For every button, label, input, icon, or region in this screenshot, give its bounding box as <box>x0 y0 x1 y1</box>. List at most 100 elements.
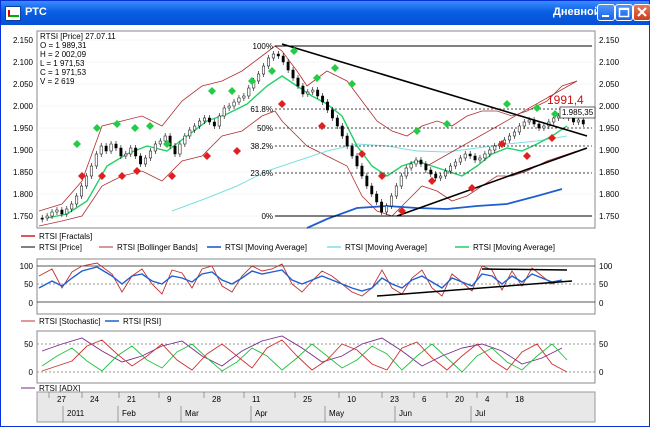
price-candles[interactable] <box>40 51 585 223</box>
chart-area[interactable]: 100% 61.8% 50% 38.2% 23.6% 0% <box>7 26 637 424</box>
x-day-label: 27 <box>57 395 66 404</box>
fractal-down-marker <box>318 122 326 130</box>
adx-y-tick: 0 <box>599 368 604 377</box>
window-app-icon[interactable] <box>5 6 21 21</box>
osc-y-tick-left: 100 <box>20 262 34 271</box>
osc-y-tick: 50 <box>599 280 608 289</box>
x-day-label: 6 <box>422 395 427 404</box>
x-day-label: 18 <box>515 395 524 404</box>
fractal-down-marker <box>378 172 386 180</box>
fib-label: 100% <box>253 42 273 51</box>
fractal-up-marker <box>228 87 236 95</box>
minus-di-line <box>41 339 568 373</box>
maximize-button[interactable] <box>615 4 633 21</box>
bollinger-lower <box>38 110 578 227</box>
plus-di-line <box>41 343 568 373</box>
price-y-tick: 2.100 <box>599 58 620 67</box>
price-y-tick: 1.750 <box>599 212 620 221</box>
legend-label: RTSI [Moving Average] <box>473 243 555 252</box>
osc-trend-line[interactable] <box>481 268 568 271</box>
price-y-tick: 1.800 <box>599 190 620 199</box>
fractal-down-marker <box>358 150 366 158</box>
legend-label: RTSI [Fractals] <box>39 232 92 241</box>
x-month-label: 2011 <box>67 409 85 418</box>
legend-label: RTSI [Price] <box>39 243 82 252</box>
maximize-icon <box>618 7 630 18</box>
moving-average-blue <box>306 188 563 229</box>
oscillator-legend: RTSI [Stochastic] RTSI [RSI] <box>21 317 161 326</box>
price-info: RTSI [Price] 27.07.11 O = 1 989,31 H = 2… <box>40 32 116 86</box>
adx-y-tick-left: 50 <box>24 340 33 349</box>
x-month-label: Jul <box>475 409 485 418</box>
price-panel[interactable]: 100% 61.8% 50% 38.2% 23.6% 0% <box>13 30 620 229</box>
oscillator-panel[interactable]: 100 50 0 100 50 0 <box>20 258 613 315</box>
close-button[interactable] <box>633 4 650 21</box>
price-y-tick: 1.850 <box>599 168 620 177</box>
fractal-down-marker <box>398 207 406 215</box>
x-month-label: Apr <box>255 409 268 418</box>
price-y-tick-left: 2.000 <box>13 102 34 111</box>
osc-trend-line[interactable] <box>376 280 573 297</box>
title-bar[interactable]: РТС Дневной <box>1 1 650 25</box>
x-month-label: May <box>329 409 344 418</box>
minimize-icon <box>602 15 609 17</box>
osc-y-tick-left: 0 <box>29 299 34 308</box>
price-y-tick-left: 1.900 <box>13 146 34 155</box>
info-line: O = 1 989,31 <box>40 41 87 50</box>
rsi-line <box>38 266 563 292</box>
price-y-tick-left: 2.100 <box>13 58 34 67</box>
adx-panel[interactable]: 50 0 50 0 <box>24 330 608 384</box>
price-y-axis: 2.150 2.100 2.050 2.000 1.950 1.900 1.850 1.800… <box>599 36 620 221</box>
price-marker-label: 1.985,35 <box>562 108 594 117</box>
x-day-label: 23 <box>390 395 399 404</box>
moving-average-green <box>46 75 568 219</box>
x-day-label: 21 <box>127 395 136 404</box>
fractal-up-marker <box>331 64 339 72</box>
price-y-tick: 2.050 <box>599 80 620 89</box>
legend-label: RTSI [Stochastic] <box>39 317 101 326</box>
trend-lines[interactable] <box>281 43 588 217</box>
minimize-button[interactable] <box>597 4 615 21</box>
fractal-up-marker <box>503 100 511 108</box>
osc-y-tick: 0 <box>599 299 604 308</box>
price-y-tick-left: 2.150 <box>13 36 34 45</box>
adx-y-tick-left: 0 <box>29 368 34 377</box>
x-day-label: 10 <box>347 395 356 404</box>
legend-label: RTSI [RSI] <box>123 317 161 326</box>
price-y-tick: 2.000 <box>599 102 620 111</box>
x-day-label: 28 <box>212 395 221 404</box>
osc-y-tick: 100 <box>599 262 613 271</box>
price-y-tick-left: 1.950 <box>13 124 34 133</box>
x-day-label: 11 <box>252 395 261 404</box>
fractal-down-marker <box>118 172 126 180</box>
fractal-up-marker <box>533 104 541 112</box>
close-icon <box>637 7 647 17</box>
bollinger-upper <box>38 45 578 212</box>
info-line: C = 1 971,53 <box>40 68 87 77</box>
x-day-label: 24 <box>90 395 99 404</box>
fractal-up-marker <box>290 47 298 55</box>
fractal-up-marker <box>208 87 216 95</box>
fractal-down-marker <box>468 184 476 192</box>
legend-label: RTSI [Moving Average] <box>345 243 427 252</box>
fractal-down-marker <box>78 172 86 180</box>
fractal-up-marker <box>268 67 276 75</box>
price-y-tick-left: 1.800 <box>13 190 34 199</box>
fractal-markers <box>73 47 559 215</box>
fractal-down-marker <box>203 152 211 160</box>
fractal-down-marker <box>133 167 141 175</box>
fractal-down-marker <box>98 172 106 180</box>
price-marker-box <box>559 106 596 119</box>
fractal-down-marker <box>498 140 506 148</box>
fractal-down-marker <box>233 147 241 155</box>
fractal-up-marker <box>313 74 321 82</box>
adx-legend: RTSI [ADX] <box>21 384 80 393</box>
legend-label: RTSI [ADX] <box>39 384 80 393</box>
info-line: V = 2 619 <box>40 77 75 86</box>
x-month-label: Jun <box>399 409 412 418</box>
fractal-up-marker <box>93 124 101 132</box>
fractal-down-marker <box>548 134 556 142</box>
fib-label: 50% <box>257 124 273 133</box>
stochastic-line <box>38 262 563 297</box>
